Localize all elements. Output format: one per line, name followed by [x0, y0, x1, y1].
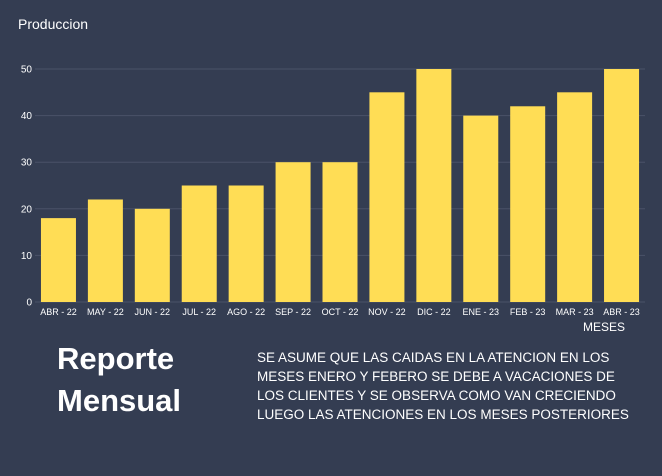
bar-chart: 0 10 20 30 40 50 ABR - 22 MAY - 22 JUN - 22 JUL …: [21, 65, 645, 317]
x-tick-label: ENE - 23: [463, 307, 500, 317]
bar-6: [322, 162, 358, 302]
y-tick-label: 20: [21, 204, 33, 215]
bar-2: [134, 208, 170, 302]
bar-4: [228, 185, 264, 302]
x-tick-label: SEP - 22: [275, 307, 311, 317]
x-tick-label: AGO - 22: [227, 307, 265, 317]
bar-10: [510, 106, 546, 302]
y-tick-label: 30: [21, 158, 33, 169]
y-axis-ticks: 0 10 20 30 40 50: [21, 65, 33, 309]
x-axis-label: MESES: [583, 320, 626, 334]
bars: [40, 69, 640, 302]
x-tick-label: OCT - 22: [322, 307, 359, 317]
bar-7: [369, 92, 405, 302]
report-title-line1: Reporte: [57, 341, 175, 376]
bar-0: [40, 218, 76, 302]
x-tick-label: ABR - 22: [40, 307, 77, 317]
x-tick-label: NOV - 22: [368, 307, 406, 317]
y-tick-label: 10: [21, 251, 33, 262]
x-tick-label: ABR - 23: [603, 307, 640, 317]
bar-3: [181, 185, 217, 302]
y-tick-label: 0: [26, 298, 32, 309]
report-note: SE ASUME QUE LAS CAIDAS EN LA ATENCION E…: [257, 350, 629, 422]
y-tick-label: 40: [21, 111, 33, 122]
x-tick-label: JUL - 22: [182, 307, 216, 317]
x-tick-label: MAR - 23: [556, 307, 594, 317]
bar-11: [557, 92, 593, 302]
x-tick-label: JUN - 22: [135, 307, 171, 317]
report-title-line2: Mensual: [57, 383, 182, 418]
report-title: Reporte Mensual: [57, 338, 227, 422]
x-tick-label: DIC - 22: [417, 307, 451, 317]
bar-12: [604, 69, 640, 302]
chart-title: Produccion: [18, 16, 89, 32]
x-tick-label: FEB - 23: [510, 307, 546, 317]
bar-9: [463, 115, 499, 302]
x-tick-label: MAY - 22: [87, 307, 124, 317]
x-axis-ticks: ABR - 22 MAY - 22 JUN - 22 JUL - 22 AGO - 22…: [40, 307, 640, 317]
bar-8: [416, 69, 452, 302]
bar-5: [275, 162, 311, 302]
bar-1: [87, 199, 123, 302]
y-tick-label: 50: [21, 65, 33, 76]
